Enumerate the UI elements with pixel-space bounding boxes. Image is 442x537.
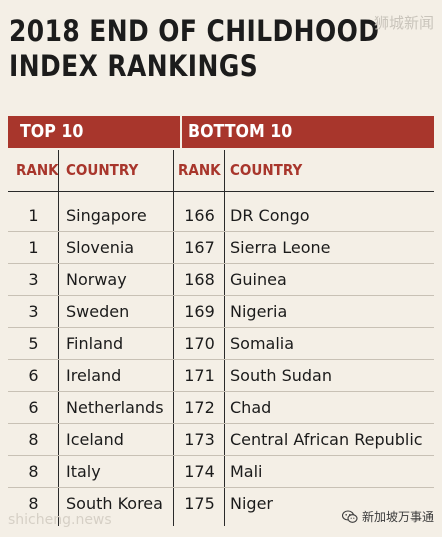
top-rank-cell: 1 (28, 206, 39, 225)
table-row: 1 Singapore 166 DR Congo (8, 200, 434, 232)
table-row: 8 Iceland 173 Central African Republic (8, 424, 434, 456)
bottom-rank-cell: 167 (184, 238, 215, 257)
top-country-cell: Norway (66, 270, 127, 289)
bottom-rank-cell: 174 (184, 462, 215, 481)
top-10-label: TOP 10 (20, 121, 84, 142)
bottom-country-cell: Central African Republic (230, 430, 423, 449)
top-country-cell: Ireland (66, 366, 122, 385)
watermark-top-right: 狮城新闻 (373, 14, 434, 32)
bottom-country-cell: Guinea (230, 270, 287, 289)
top-rank-cell: 1 (28, 238, 39, 257)
table-row: 3 Norway 168 Guinea (8, 264, 434, 296)
top-country-cell: Singapore (66, 206, 147, 225)
page-title: 2018 END OF CHILDHOOD INDEX RANKINGS (9, 14, 379, 84)
section-banner: TOP 10 BOTTOM 10 (8, 116, 434, 148)
top-country-cell: Slovenia (66, 238, 135, 257)
header-rank-top: RANK (16, 161, 59, 179)
watermark-bottom-right: 新加坡万事通 (341, 508, 434, 525)
bottom-10-label: BOTTOM 10 (188, 121, 293, 142)
bottom-country-cell: DR Congo (230, 206, 310, 225)
top-rank-cell: 3 (28, 270, 39, 289)
bottom-country-cell: South Sudan (230, 366, 332, 385)
top-country-cell: Netherlands (66, 398, 164, 417)
bottom-rank-cell: 169 (184, 302, 215, 321)
column-divider (58, 150, 59, 526)
column-divider (173, 150, 174, 526)
top-country-cell: Italy (66, 462, 101, 481)
top-country-cell: Finland (66, 334, 124, 353)
bottom-rank-cell: 166 (184, 206, 215, 225)
top-rank-cell: 8 (28, 430, 39, 449)
header-rank-bottom: RANK (178, 161, 221, 179)
banner-divider (180, 116, 182, 148)
top-rank-cell: 6 (28, 398, 39, 417)
title-line-1: 2018 END OF CHILDHOOD (9, 14, 380, 48)
column-divider (224, 150, 225, 526)
header-divider (8, 191, 434, 192)
table-row: 6 Netherlands 172 Chad (8, 392, 434, 424)
header-country-bottom: COUNTRY (230, 161, 303, 179)
bottom-country-cell: Sierra Leone (230, 238, 331, 257)
top-rank-cell: 8 (28, 462, 39, 481)
table-row: 1 Slovenia 167 Sierra Leone (8, 232, 434, 264)
table-row: 8 South Korea 175 Niger (8, 488, 434, 520)
bottom-country-cell: Nigeria (230, 302, 288, 321)
top-rank-cell: 8 (28, 494, 39, 513)
top-country-cell: Iceland (66, 430, 124, 449)
header-country-top: COUNTRY (66, 161, 139, 179)
title-line-2: INDEX RANKINGS (9, 49, 259, 83)
bottom-rank-cell: 171 (184, 366, 215, 385)
bottom-rank-cell: 175 (184, 494, 215, 513)
top-rank-cell: 6 (28, 366, 39, 385)
bottom-rank-cell: 168 (184, 270, 215, 289)
bottom-country-cell: Somalia (230, 334, 295, 353)
bottom-rank-cell: 170 (184, 334, 215, 353)
table-row: 8 Italy 174 Mali (8, 456, 434, 488)
top-country-cell: Sweden (66, 302, 130, 321)
top-country-cell: South Korea (66, 494, 163, 513)
table-row: 3 Sweden 169 Nigeria (8, 296, 434, 328)
watermark-bottom-left: shicheng.news (8, 512, 112, 528)
top-rank-cell: 3 (28, 302, 39, 321)
table-row: 6 Ireland 171 South Sudan (8, 360, 434, 392)
bottom-country-cell: Niger (230, 494, 273, 513)
watermark-bottom-right-text: 新加坡万事通 (361, 510, 434, 524)
bottom-country-cell: Mali (230, 462, 263, 481)
table-row: 5 Finland 170 Somalia (8, 328, 434, 360)
bottom-rank-cell: 172 (184, 398, 215, 417)
top-rank-cell: 5 (28, 334, 39, 353)
bottom-rank-cell: 173 (184, 430, 215, 449)
rankings-table: 1 Singapore 166 DR Congo 1 Slovenia 167 Sierra … (8, 200, 434, 520)
wechat-icon (341, 509, 358, 523)
bottom-country-cell: Chad (230, 398, 272, 417)
